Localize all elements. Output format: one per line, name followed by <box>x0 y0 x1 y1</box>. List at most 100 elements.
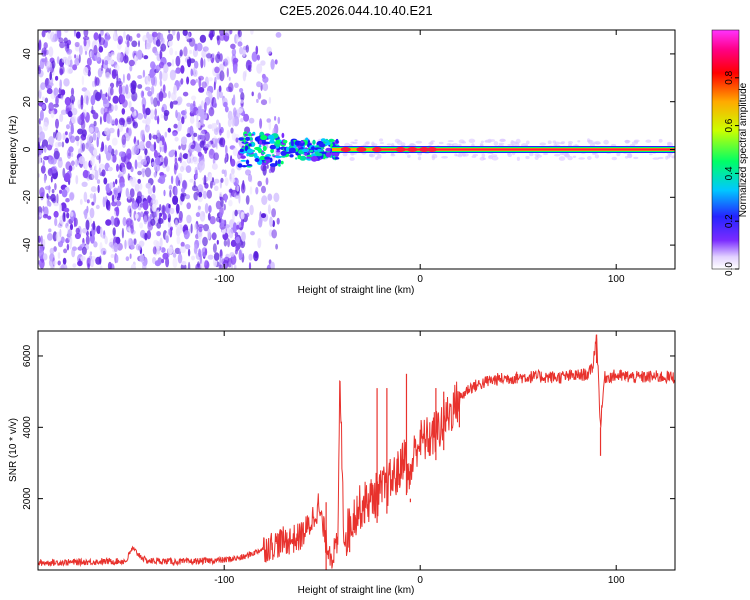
noise-blob <box>189 125 194 136</box>
noise-blob <box>92 132 97 141</box>
noise-blob <box>63 207 70 213</box>
halo-blob <box>665 155 669 160</box>
noise-blob <box>194 223 198 231</box>
noise-blob <box>57 142 63 147</box>
noise-blob <box>162 252 169 260</box>
colorbar-tick-label: 0.0 <box>724 262 735 276</box>
transition-blob <box>326 152 332 158</box>
transition-blob <box>286 146 290 152</box>
noise-blob <box>161 106 165 113</box>
transition-blob <box>280 150 287 156</box>
noise-blob <box>198 191 203 198</box>
noise-blob <box>162 84 166 93</box>
noise-blob <box>83 66 89 76</box>
noise-blob <box>66 48 70 54</box>
noise-blob <box>42 239 46 248</box>
noise-blob <box>107 166 113 172</box>
halo-blob <box>513 141 519 144</box>
transition-blob <box>299 155 307 161</box>
noise-blob <box>204 248 208 256</box>
halo-blob <box>447 140 454 143</box>
noise-blob <box>64 172 71 182</box>
noise-blob <box>85 235 90 246</box>
noise-blob <box>137 75 143 79</box>
noise-blob <box>48 76 54 86</box>
noise-blob <box>230 158 236 167</box>
transition-blob <box>267 134 275 140</box>
noise-blob <box>93 32 99 41</box>
noise-blob <box>59 264 65 269</box>
noise-blob <box>224 177 229 187</box>
transition-blob <box>241 165 247 168</box>
noise-blob <box>62 212 66 222</box>
noise-blob <box>118 117 125 126</box>
noise-blob <box>91 49 94 59</box>
noise-blob <box>72 64 78 71</box>
noise-blob <box>153 150 158 159</box>
noise-blob <box>64 96 72 106</box>
noise-blob <box>91 168 96 180</box>
halo-blob <box>525 155 530 160</box>
noise-blob <box>80 256 86 261</box>
noise-blob <box>38 118 41 125</box>
noise-blob <box>48 228 52 233</box>
noise-blob <box>204 260 208 266</box>
noise-blob <box>234 82 239 89</box>
noise-blob <box>255 45 259 55</box>
noise-blob <box>108 182 114 190</box>
noise-blob <box>230 178 236 183</box>
noise-blob <box>59 228 62 238</box>
noise-blob <box>93 192 97 204</box>
noise-blob <box>61 189 68 198</box>
halo-blob <box>587 156 592 160</box>
noise-blob <box>100 107 105 115</box>
noise-blob <box>50 193 56 202</box>
noise-blob <box>59 113 64 123</box>
noise-blob <box>125 218 132 227</box>
noise-blob <box>76 54 79 63</box>
noise-blob <box>189 103 194 114</box>
transition-blob <box>275 139 281 145</box>
noise-blob <box>163 112 169 121</box>
transition-blob <box>246 148 254 154</box>
noise-blob <box>237 30 242 38</box>
transition-blob <box>264 156 271 160</box>
halo-blob <box>594 140 601 145</box>
noise-blob <box>180 78 184 85</box>
halo-blob <box>649 153 653 156</box>
noise-blob <box>119 164 122 171</box>
halo-blob <box>633 139 640 143</box>
noise-blob <box>229 252 235 257</box>
spec-x-tick-label: 100 <box>608 274 625 285</box>
noise-blob <box>84 160 88 171</box>
noise-blob <box>139 255 145 262</box>
spec-y-tick-label: 0 <box>22 146 33 152</box>
noise-blob <box>153 97 158 108</box>
noise-blob <box>169 207 175 215</box>
noise-blob <box>229 30 233 35</box>
snr-x-tick-label: 0 <box>417 575 423 586</box>
halo-blob <box>350 141 355 144</box>
noise-blob <box>227 238 230 248</box>
noise-blob <box>234 249 238 255</box>
noise-blob <box>150 75 156 86</box>
noise-blob <box>43 42 48 49</box>
transition-blob <box>275 155 282 159</box>
noise-blob <box>219 211 222 219</box>
noise-blob <box>158 175 166 185</box>
noise-blob <box>83 30 89 38</box>
noise-blob <box>68 146 74 153</box>
noise-blob <box>150 61 156 69</box>
halo-blob <box>354 139 358 142</box>
noise-blob <box>256 98 259 103</box>
noise-blob <box>190 144 195 150</box>
noise-blob <box>156 129 160 138</box>
noise-blob <box>168 90 171 99</box>
transition-blob <box>278 163 281 167</box>
noise-blob <box>154 115 158 121</box>
noise-blob <box>134 202 139 208</box>
noise-blob <box>142 69 146 78</box>
noise-blob <box>41 103 46 110</box>
noise-blob <box>83 209 88 216</box>
noise-blob <box>81 142 86 152</box>
